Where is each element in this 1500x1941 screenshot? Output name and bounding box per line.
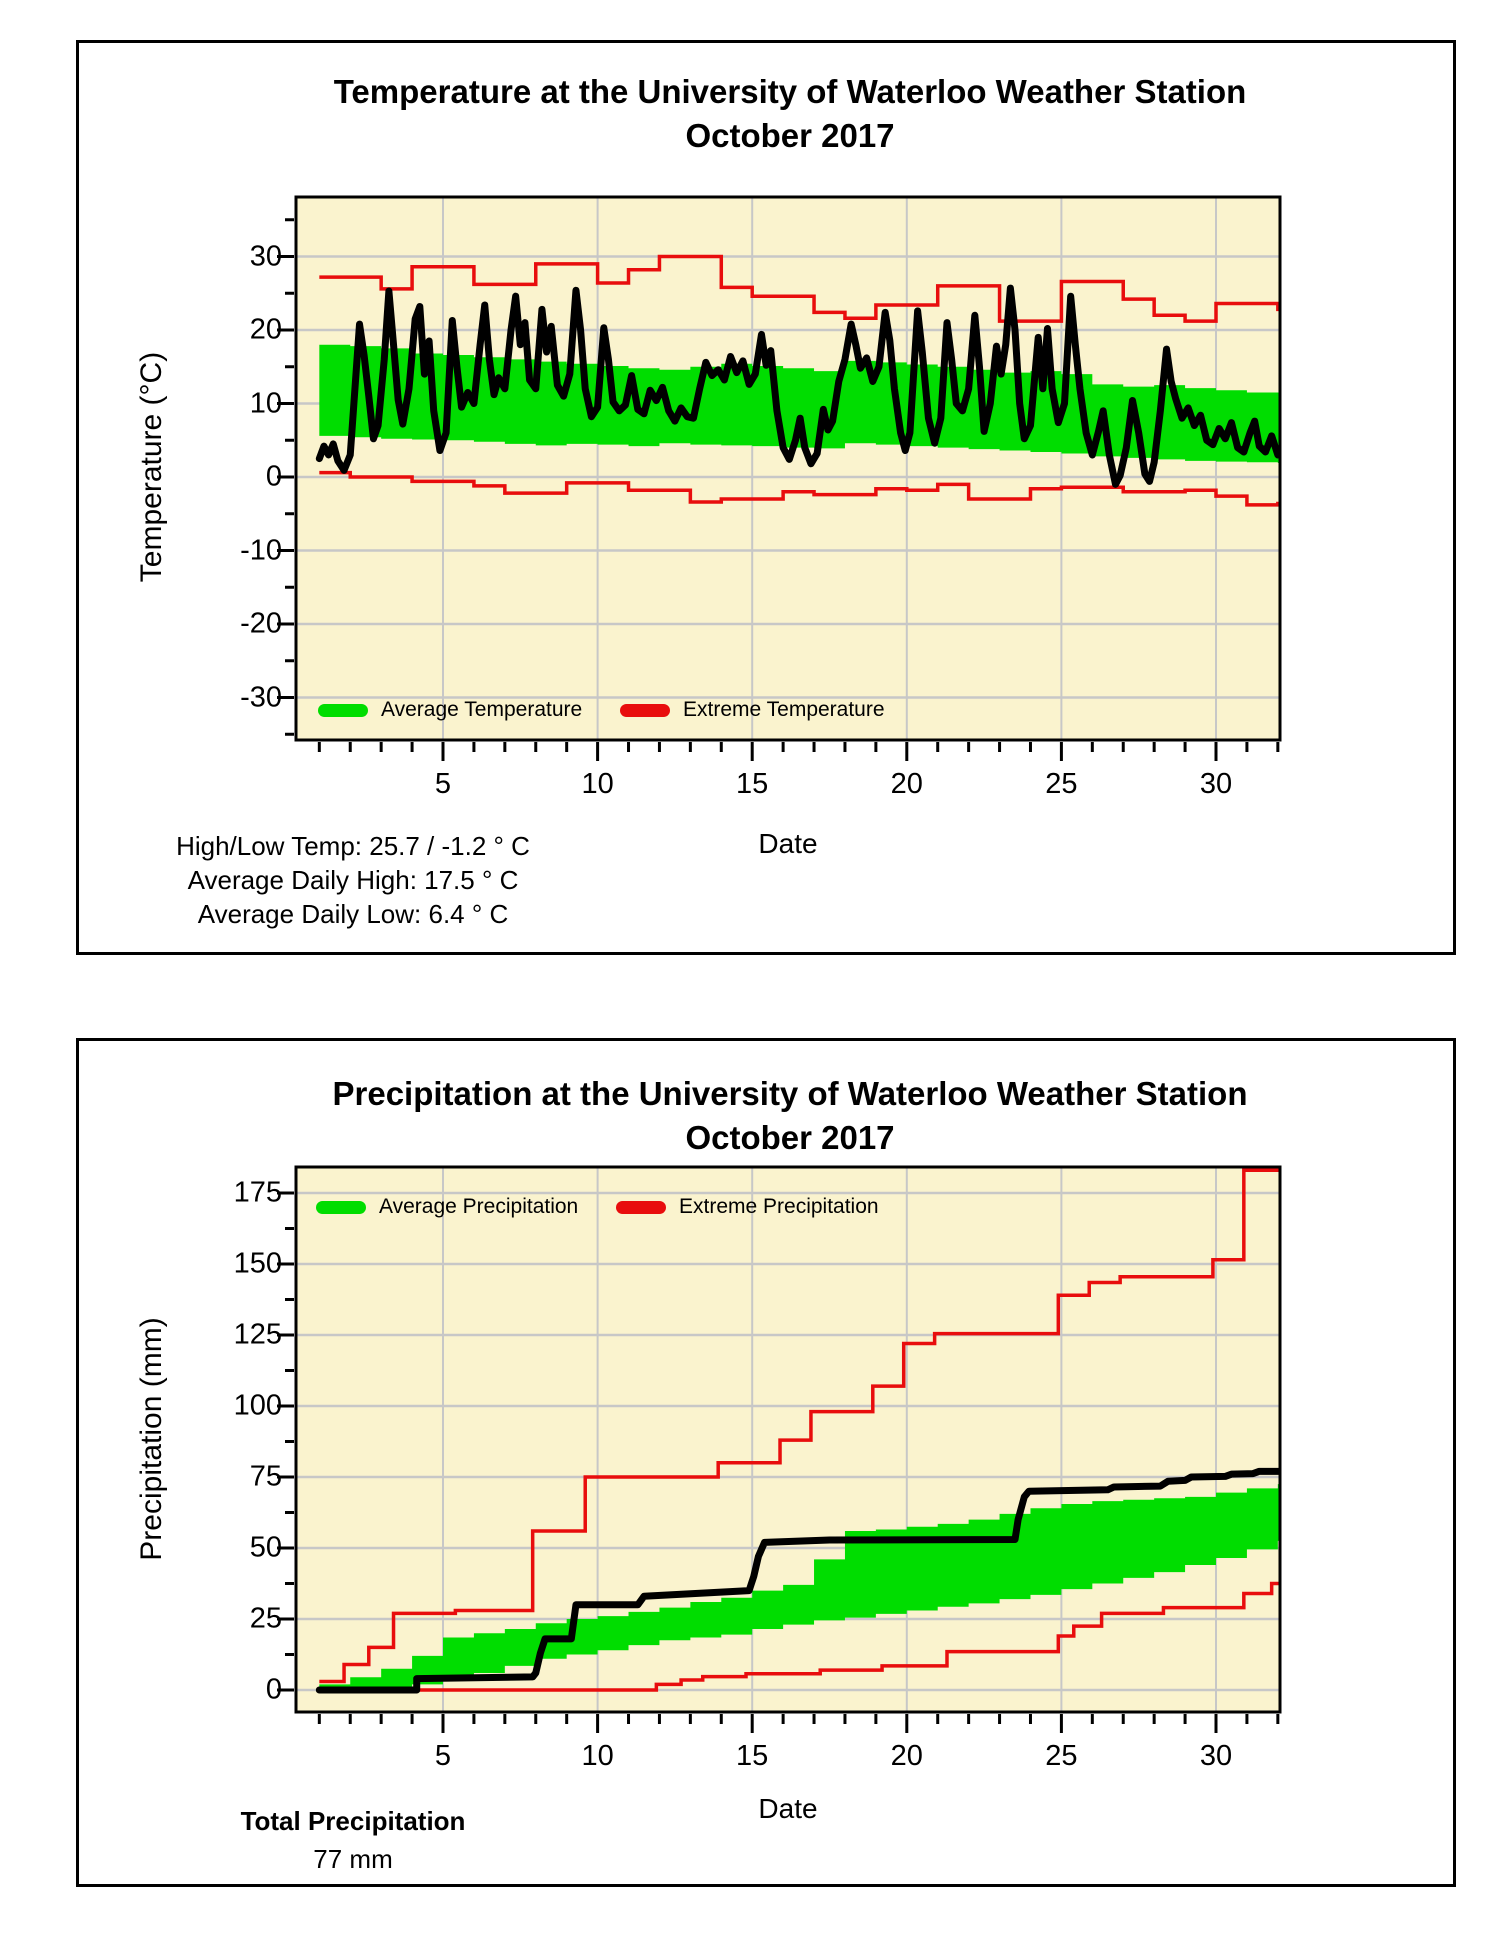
- y-tick-label: 125: [233, 1318, 282, 1351]
- precipitation-chart-title: Precipitation at the University of Water…: [332, 1075, 1248, 1112]
- legend-label: Average Temperature: [381, 698, 583, 721]
- precipitation-chart-panel: [76, 1038, 1456, 1887]
- y-tick-label: 25: [249, 1602, 282, 1635]
- temperature-y-axis-label: Temperature (°C): [135, 351, 168, 583]
- y-tick-label: 0: [265, 1673, 282, 1706]
- x-tick-label: 20: [890, 768, 923, 800]
- Temperature at the University of Waterloo Weather Station: [296, 197, 1280, 740]
- Extreme Temperature low: [319, 470, 1280, 507]
- legend-label: Average Precipitation: [379, 1195, 579, 1218]
- legend-label: Extreme Temperature: [683, 698, 885, 721]
- legend-label: Extreme Precipitation: [679, 1195, 879, 1218]
- x-tick-label: 10: [581, 768, 614, 800]
- stat-high-low-temp: High/Low Temp: 25.7 / -1.2 ° C: [176, 831, 530, 861]
- y-tick-label: 20: [249, 313, 282, 346]
- x-tick-label: 25: [1045, 1740, 1078, 1772]
- y-tick-label: 100: [233, 1389, 282, 1422]
- plot-border: [294, 195, 1282, 742]
- y-tick-label: -10: [240, 534, 282, 566]
- x-tick-label: 15: [736, 1740, 769, 1772]
- precipitation-y-axis-label: Precipitation (mm): [135, 1317, 168, 1561]
- Precipitation at the University of Waterloo Weather Station: [296, 1167, 1280, 1712]
- x-tick-label: 25: [1045, 768, 1078, 800]
- total-precipitation-label: Total Precipitation: [240, 1806, 466, 1836]
- total-precipitation-value: 77 mm: [313, 1844, 393, 1874]
- Extreme Precipitation low: [319, 1581, 1280, 1692]
- precipitation-chart-subtitle: October 2017: [685, 1119, 895, 1156]
- precipitation-x-axis-label: Date: [758, 1793, 818, 1824]
- x-tick-label: 20: [890, 1740, 923, 1772]
- stat-average-daily-low: Average Daily Low: 6.4 ° C: [197, 899, 509, 929]
- y-tick-label: 175: [233, 1176, 282, 1209]
- x-tick-label: 30: [1199, 768, 1233, 800]
- y-tick-label: 30: [249, 240, 282, 272]
- legend-extreme-precipitation: Extreme Precipitation: [616, 1195, 879, 1218]
- legend-average-temperature: Average Temperature: [318, 698, 583, 721]
- y-tick-label: 75: [249, 1460, 282, 1493]
- Extreme Precipitation high: [319, 1168, 1280, 1684]
- extreme-precipitation-swatch: [616, 1200, 666, 1214]
- plot-border: [294, 1165, 1282, 1714]
- x-tick-label: 10: [581, 1740, 614, 1772]
- legend-extreme-temperature: Extreme Temperature: [620, 698, 885, 721]
- temperature-chart-subtitle: October 2017: [685, 117, 895, 154]
- plot-background: [296, 197, 1280, 740]
- average-temperature-swatch: [318, 703, 368, 717]
- average-precipitation-swatch: [316, 1200, 366, 1214]
- y-tick-label: 50: [249, 1531, 282, 1564]
- Extreme Temperature high: [319, 254, 1280, 323]
- extreme-temperature-swatch: [620, 703, 670, 717]
- x-tick-label: 30: [1199, 1740, 1233, 1772]
- Observed series: [315, 284, 1280, 488]
- Observed series: [315, 1467, 1280, 1694]
- y-tick-label: 10: [249, 387, 282, 419]
- temperature-x-axis-label: Date: [758, 828, 818, 859]
- temperature-chart-panel: [76, 40, 1456, 955]
- stat-average-daily-high: Average Daily High: 17.5 ° C: [187, 865, 519, 895]
- y-tick-label: 150: [233, 1247, 282, 1280]
- y-tick-label: 0: [265, 460, 282, 493]
- y-tick-label: -30: [240, 681, 282, 713]
- x-tick-label: 15: [736, 768, 769, 800]
- temperature-chart-title: Temperature at the University of Waterlo…: [333, 73, 1247, 110]
- x-tick-label: 5: [434, 1740, 452, 1772]
- legend-average-precipitation: Average Precipitation: [316, 1195, 579, 1218]
- y-tick-label: -20: [240, 607, 282, 640]
- x-tick-label: 5: [434, 768, 452, 800]
